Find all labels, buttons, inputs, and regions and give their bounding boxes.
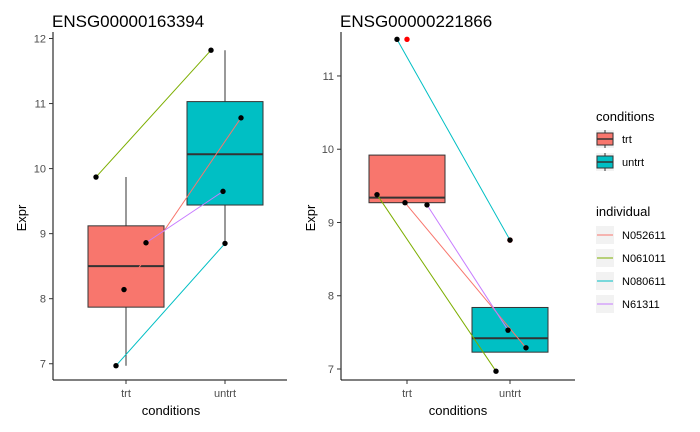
pair-line-N052611 (123, 117, 242, 290)
data-point-N61311 (424, 202, 430, 208)
pair-line-N080611 (115, 243, 226, 367)
panel-2-title: ENSG00000221866 (340, 12, 492, 31)
legend-conditions-title: conditions (596, 109, 655, 124)
y-tick-label: 9 (328, 217, 334, 229)
legend-label-N052611: N052611 (622, 230, 666, 242)
legend-label-N061011: N061011 (622, 253, 666, 265)
data-point-N061011 (93, 174, 99, 180)
y-tick-label: 12 (34, 34, 46, 46)
x-tick-label: untrt (499, 388, 521, 400)
data-point-N052611 (121, 286, 127, 293)
box-trt (368, 154, 446, 204)
panel-2-xlabel: conditions (429, 403, 488, 418)
data-point-N61311 (220, 188, 226, 195)
x-tick-label: untrt (214, 388, 236, 400)
legend-label-untrt: untrt (622, 157, 644, 169)
panel-1-plot: 7 8 9 10 11 12 trt untrt (34, 32, 287, 400)
data-point-N61311 (143, 240, 149, 246)
legend-individual: individual N052611 N061011 N080611 N61311 (596, 204, 666, 313)
pair-line-N061011 (376, 194, 497, 372)
data-point-N061011 (374, 191, 380, 198)
x-tick-label: trt (121, 388, 131, 400)
panel-2-ylabel: Expr (303, 204, 318, 231)
y-tick-label: 11 (323, 71, 334, 83)
y-tick-label: 10 (322, 144, 334, 156)
data-point-N080611 (113, 362, 119, 369)
legend-label-N61311: N61311 (622, 299, 660, 311)
legend-conditions: conditions trt untrt (596, 109, 655, 171)
legend-label-N080611: N080611 (622, 276, 666, 288)
pair-line-N080611 (396, 39, 511, 241)
pair-line-N61311 (145, 190, 224, 244)
y-tick-label: 11 (35, 99, 46, 111)
data-point-N080611 (507, 237, 513, 243)
data-point-N052611 (402, 200, 408, 206)
data-point-N061011 (208, 47, 214, 53)
legend-label-trt: trt (622, 134, 632, 146)
y-tick-label: 7 (40, 359, 46, 371)
y-tick-label: 9 (40, 229, 46, 241)
pair-line-N61311 (426, 204, 509, 331)
data-point-N080611 (394, 36, 400, 43)
y-tick-label: 8 (328, 291, 334, 303)
panel-1: ENSG00000163394 7 8 9 10 11 12 trt untrt condit… (14, 12, 287, 418)
panel-1-title: ENSG00000163394 (52, 12, 204, 31)
outlier-point (404, 36, 410, 43)
data-point-N052611 (523, 345, 529, 351)
panel-1-ylabel: Expr (14, 204, 29, 231)
y-tick-label: 10 (34, 164, 46, 176)
panel-2-plot: 7 8 9 10 11 trt untrt (322, 32, 575, 400)
panel-2: ENSG00000221866 7 8 9 10 11 trt untrt conditio… (303, 12, 575, 418)
legend-individual-title: individual (596, 204, 650, 219)
data-point-N061011 (493, 368, 499, 374)
data-point-N052611 (238, 115, 244, 121)
y-tick-label: 7 (328, 364, 334, 376)
data-point-N61311 (505, 327, 511, 333)
panel-1-xlabel: conditions (142, 403, 201, 418)
data-point-N080611 (222, 240, 228, 247)
pair-line-N052611 (404, 202, 527, 349)
pair-line-N061011 (95, 49, 212, 178)
y-tick-label: 8 (40, 294, 46, 306)
x-tick-label: trt (402, 388, 412, 400)
